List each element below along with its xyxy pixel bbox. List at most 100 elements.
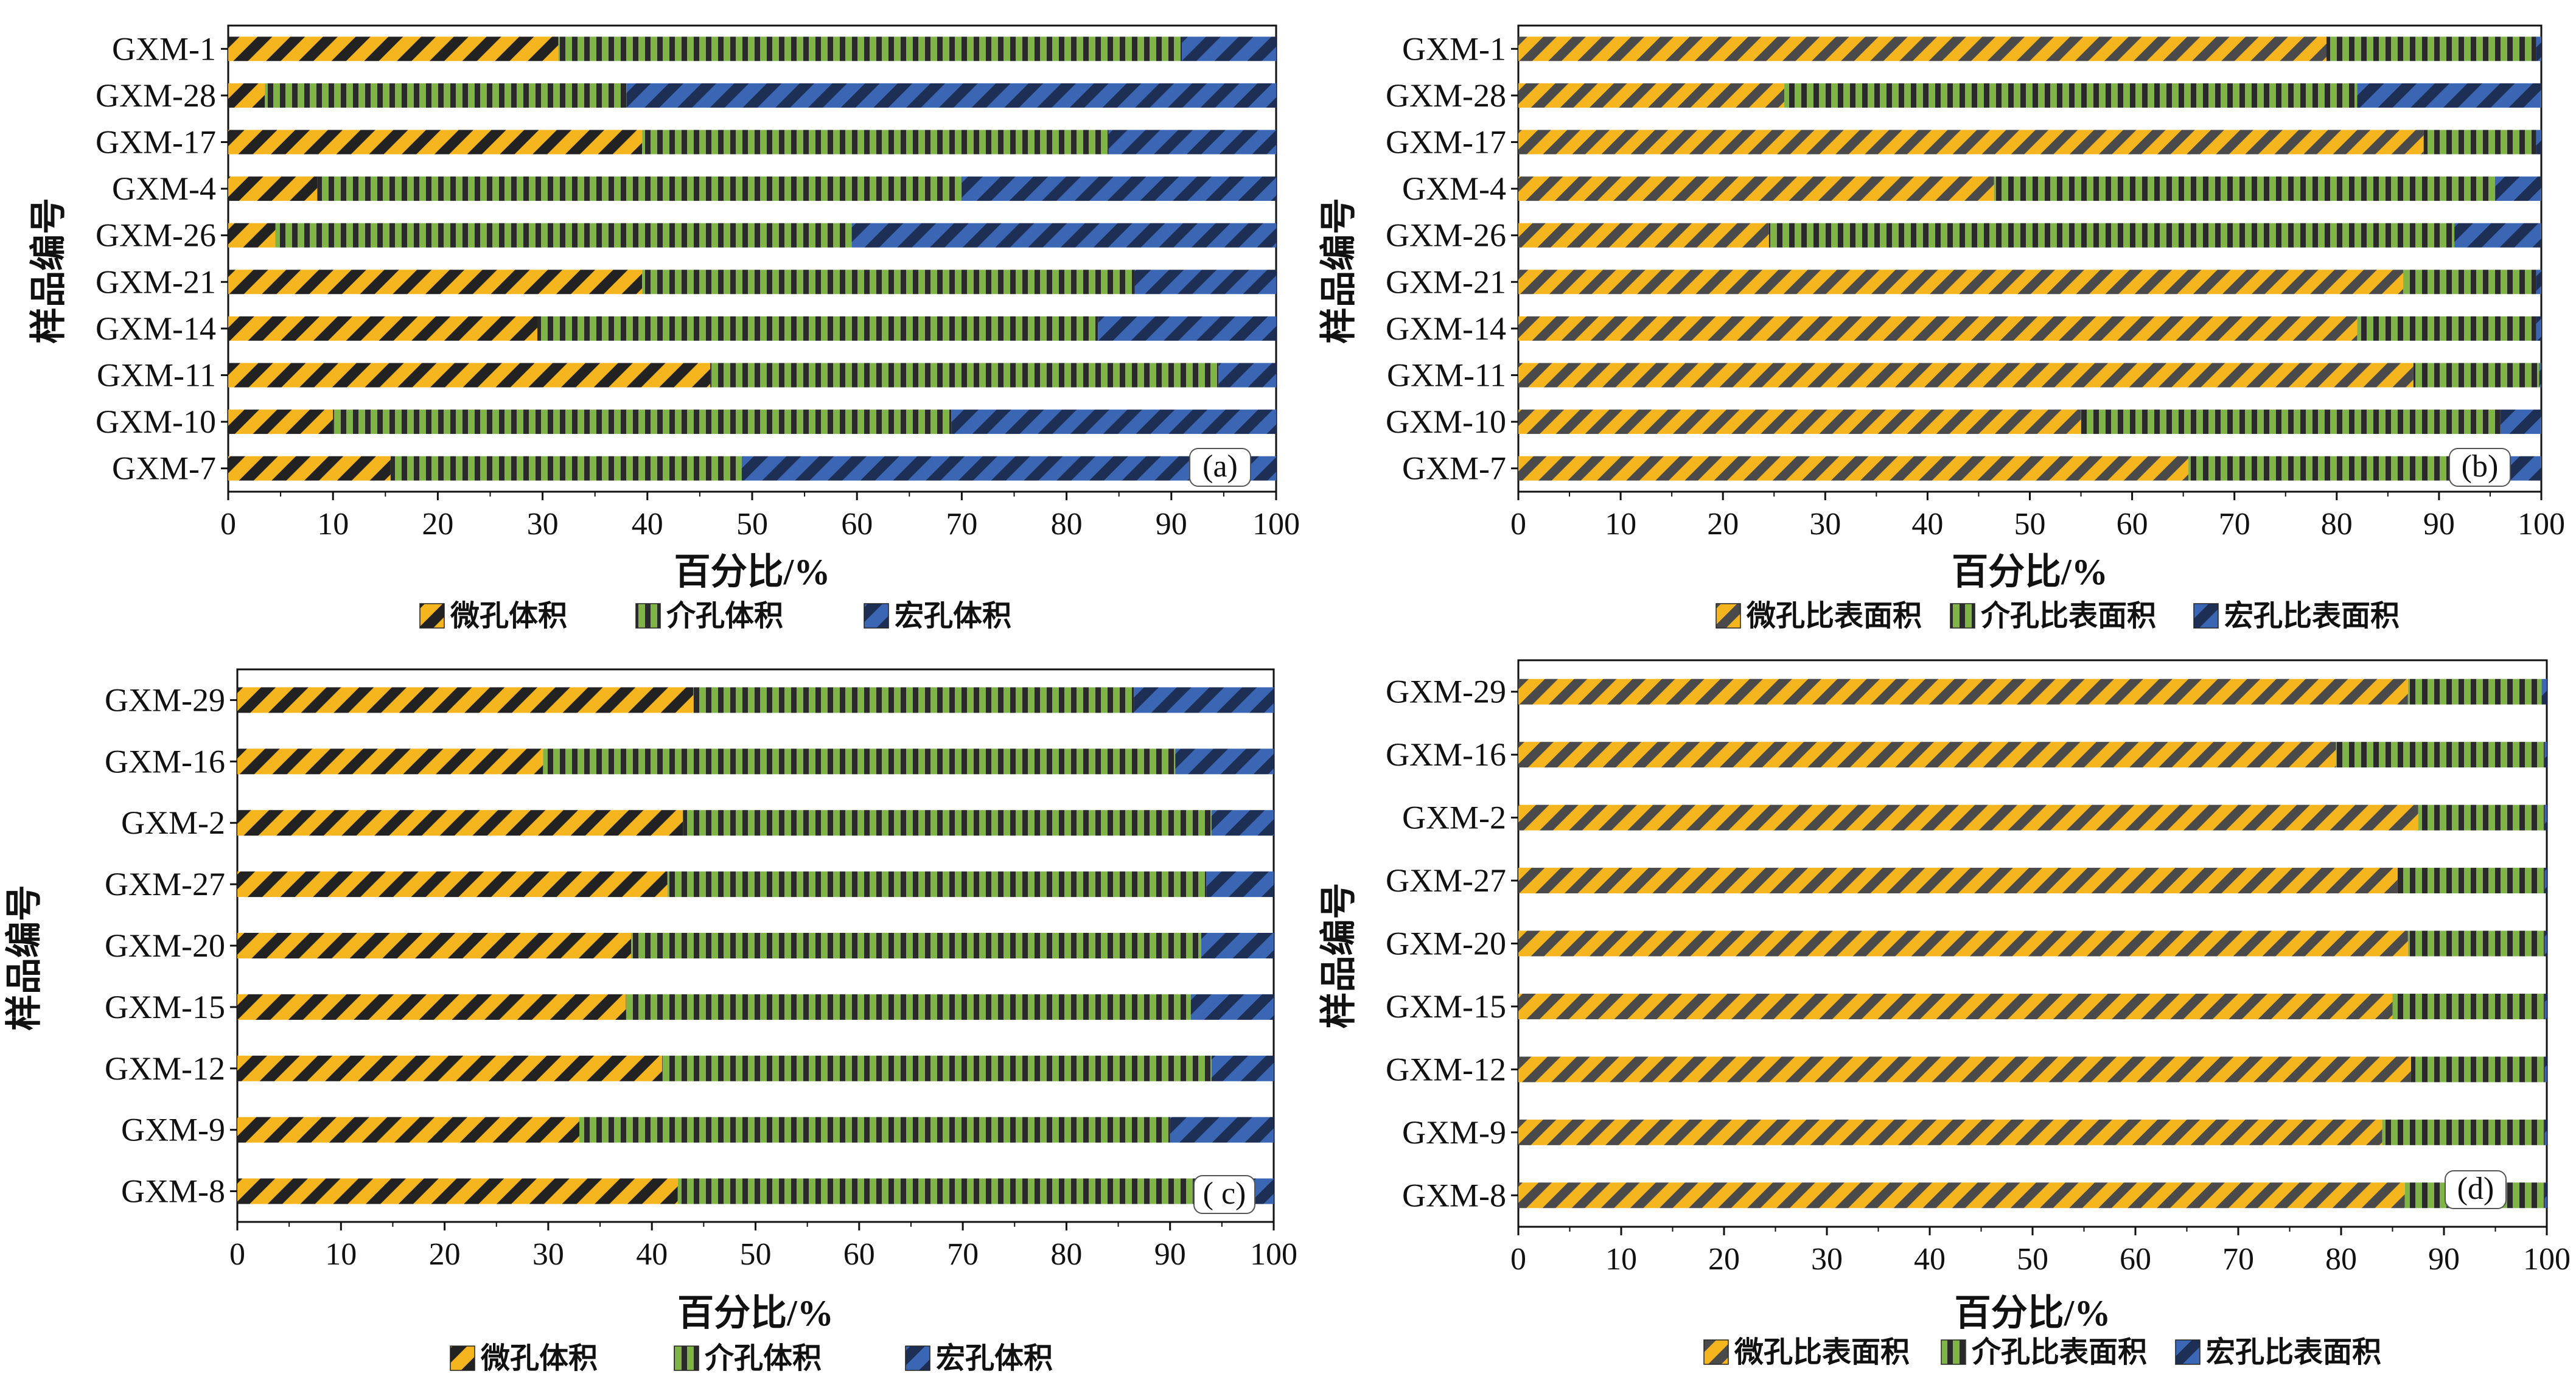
category-label: GXM-12 (105, 1050, 225, 1087)
bar-gxm-15-series-1 (237, 994, 626, 1020)
x-tick-label: 50 (736, 507, 768, 542)
bar-gxm-1-series-1 (1518, 37, 2326, 61)
legend-swatch-3 (2175, 1339, 2201, 1365)
bar-gxm-26-series-3 (851, 223, 1276, 248)
panel-tag: (a) (1202, 449, 1238, 484)
bar-gxm-2-series-1 (1518, 804, 2418, 831)
bar-gxm-17-series-3 (2536, 130, 2541, 155)
category-label: GXM-29 (1386, 674, 1506, 710)
y-axis-label: 样品编号 (1319, 198, 1359, 344)
x-tick-label: 40 (1914, 1242, 1946, 1277)
x-tick-label: 80 (1050, 1237, 1082, 1272)
legend-swatch-2 (1941, 1339, 1966, 1365)
legend-label-1: 微孔比表面积 (1746, 600, 1922, 632)
panel-tag: ( c) (1203, 1176, 1246, 1211)
bar-gxm-4-series-3 (2495, 176, 2541, 201)
bar-gxm-16-series-2 (2336, 742, 2545, 768)
x-tick-label: 40 (632, 507, 663, 542)
x-tick-label: 100 (1250, 1237, 1297, 1272)
bar-gxm-9-series-2 (2382, 1119, 2545, 1145)
bar-gxm-20-series-2 (631, 933, 1201, 958)
legend-label-2: 介孔比表面积 (1972, 1336, 2147, 1369)
bar-gxm-27-series-3 (1206, 871, 1274, 898)
x-tick-label: 80 (2325, 1242, 2357, 1277)
category-label: GXM-10 (96, 403, 216, 440)
bar-gxm-10-series-2 (333, 410, 952, 434)
chart-panel-1: GXM-1 GXM-28 GXM-17 GXM-4 GXM-26 GXM-21 GXM-14… (29, 24, 1300, 632)
x-tick-label: 100 (2523, 1242, 2571, 1277)
x-tick-label: 20 (1707, 507, 1739, 542)
bar-gxm-28-series-1 (1518, 83, 1785, 108)
x-tick-label: 70 (947, 1237, 979, 1272)
bar-gxm-9-series-1 (1518, 1119, 2382, 1145)
bar-gxm-11-series-2 (710, 363, 1219, 388)
bar-gxm-12-series-1 (1518, 1056, 2411, 1083)
category-label: GXM-4 (112, 170, 216, 207)
bar-gxm-27-series-1 (237, 871, 668, 898)
bar-gxm-12-series-3 (2544, 1056, 2547, 1083)
legend-swatch-3 (905, 1345, 930, 1371)
category-label: GXM-16 (1386, 736, 1506, 773)
legend-label-2: 介孔体积 (666, 600, 783, 632)
legend-label-3: 宏孔比表面积 (2224, 600, 2400, 632)
bar-gxm-12-series-1 (237, 1055, 663, 1081)
bar-gxm-10-series-2 (2081, 410, 2501, 434)
bar-gxm-10-series-3 (2500, 410, 2541, 434)
legend-swatch-3 (864, 603, 889, 629)
bar-gxm-2-series-2 (2418, 804, 2545, 831)
bar-gxm-27-series-2 (2397, 868, 2545, 894)
bar-gxm-29-series-2 (2407, 679, 2542, 705)
panel-tag: (b) (2462, 449, 2499, 484)
panel-tag-box (2449, 448, 2511, 487)
x-tick-label: 0 (1510, 507, 1526, 542)
category-label: GXM-14 (1386, 310, 1506, 347)
bar-gxm-8-series-1 (237, 1178, 678, 1204)
category-label: GXM-14 (96, 310, 216, 347)
chart-panel-4: GXM-29 GXM-16 GXM-2 GXM-27 GXM-20 GXM-15 GXM-1… (1319, 659, 2571, 1369)
bar-gxm-12-series-3 (1211, 1055, 1274, 1081)
x-tick-label: 0 (1510, 1242, 1526, 1277)
x-tick-label: 90 (2428, 1242, 2460, 1277)
bar-gxm-8-series-1 (1518, 1182, 2405, 1209)
bar-gxm-11-series-2 (2413, 363, 2539, 388)
category-label: GXM-1 (1402, 30, 1506, 67)
bar-gxm-17-series-1 (1518, 130, 2424, 155)
category-label: GXM-20 (105, 927, 225, 964)
bar-gxm-21-series-1 (1518, 270, 2404, 295)
category-label: GXM-17 (1386, 124, 1506, 161)
x-axis-label: 百分比/% (1955, 1293, 2111, 1333)
x-tick-label: 90 (1156, 507, 1187, 542)
bar-gxm-20-series-1 (1518, 930, 2408, 957)
category-label: GXM-8 (121, 1173, 225, 1210)
bar-gxm-1-series-2 (558, 37, 1182, 61)
x-axis-label: 百分比/% (677, 1293, 834, 1333)
bar-gxm-21-series-2 (2403, 270, 2536, 295)
chart-panel-2: GXM-1 GXM-28 GXM-17 GXM-4 GXM-26 GXM-21 GXM-14… (1319, 24, 2565, 632)
bar-gxm-10-series-3 (951, 410, 1276, 434)
bar-gxm-9-series-3 (1170, 1117, 1274, 1143)
bar-gxm-9-series-3 (2544, 1119, 2547, 1145)
legend-label-3: 宏孔比表面积 (2206, 1336, 2381, 1369)
category-label: GXM-4 (1402, 170, 1506, 207)
bar-gxm-14-series-3 (2536, 316, 2541, 341)
x-tick-label: 60 (2120, 1242, 2151, 1277)
bar-gxm-15-series-1 (1518, 993, 2393, 1019)
x-tick-label: 70 (2219, 507, 2250, 542)
bar-gxm-20-series-2 (2407, 930, 2545, 957)
x-tick-label: 70 (946, 507, 977, 542)
bar-gxm-20-series-1 (237, 933, 632, 958)
category-label: GXM-28 (96, 77, 216, 114)
bar-gxm-11-series-3 (2539, 363, 2541, 388)
category-label: GXM-12 (1386, 1051, 1506, 1087)
bar-gxm-7-series-1 (228, 456, 391, 481)
bar-gxm-21-series-1 (228, 270, 643, 295)
bar-gxm-2-series-1 (237, 810, 683, 836)
legend-label-2: 介孔体积 (705, 1342, 822, 1375)
legend: 微孔体积 介孔体积 宏孔体积 (450, 1342, 1053, 1375)
category-label: GXM-29 (105, 682, 225, 718)
bar-gxm-4-series-1 (228, 176, 318, 201)
x-tick-label: 90 (2423, 507, 2455, 542)
bar-gxm-28-series-2 (1784, 83, 2358, 108)
category-label: GXM-8 (1402, 1177, 1506, 1213)
bar-gxm-2-series-3 (1211, 810, 1274, 836)
